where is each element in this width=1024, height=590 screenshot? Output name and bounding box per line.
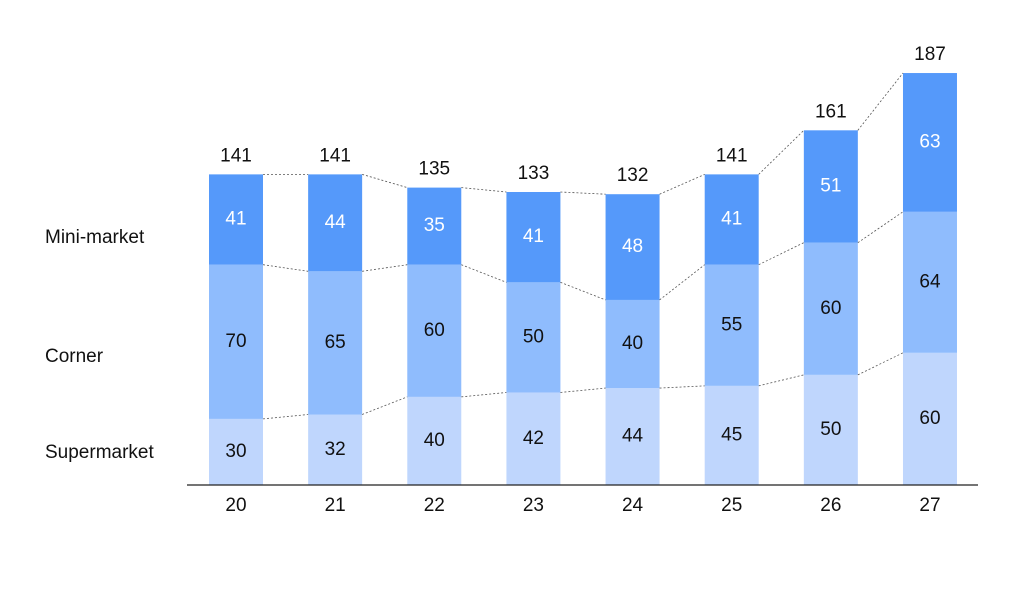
data-label: 30: [225, 441, 246, 462]
data-label: 63: [919, 131, 940, 152]
bar-segment: [506, 392, 561, 485]
bar-segment: [803, 374, 858, 485]
series-label: Corner: [45, 346, 104, 367]
bar-segment: [902, 73, 957, 212]
connector: [758, 242, 805, 266]
data-label: 60: [424, 320, 445, 341]
data-label: 41: [225, 209, 246, 230]
bar-segment: [506, 192, 561, 283]
data-label: 60: [919, 408, 940, 429]
connector: [758, 374, 804, 387]
connector: [362, 264, 408, 272]
bar-segment: [605, 299, 660, 389]
series-label: Supermarket: [45, 442, 154, 463]
data-label: 40: [424, 430, 445, 451]
connector: [262, 264, 309, 272]
x-tick-label: 21: [325, 495, 346, 516]
connector: [758, 130, 805, 175]
bar-segment: [902, 211, 957, 353]
bar-segment: [407, 396, 462, 485]
total-label: 141: [716, 145, 748, 166]
data-label: 60: [820, 298, 841, 319]
x-tick-label: 20: [225, 495, 246, 516]
bar-segment: [704, 264, 759, 386]
data-label: 45: [721, 424, 742, 445]
data-label: 32: [325, 439, 346, 460]
bar-segment: [803, 242, 858, 375]
x-tick-label: 27: [919, 495, 940, 516]
data-label: 51: [820, 176, 841, 197]
connector: [560, 281, 606, 301]
data-label: 50: [523, 326, 544, 347]
x-tick-label: 24: [622, 495, 644, 516]
total-label: 135: [418, 159, 450, 180]
total-label: 132: [617, 165, 649, 186]
x-tick-label: 22: [424, 495, 445, 516]
total-label: 187: [914, 44, 946, 65]
bar-segment: [308, 271, 363, 415]
connector: [659, 174, 705, 195]
data-label: 42: [523, 428, 544, 449]
bar-segment: [308, 414, 363, 485]
data-label: 44: [325, 212, 347, 233]
connector: [659, 264, 705, 301]
x-tick-label: 23: [523, 495, 544, 516]
data-label: 41: [721, 209, 742, 230]
data-label: 50: [820, 419, 841, 440]
connector: [461, 392, 507, 398]
data-label: 35: [424, 215, 445, 236]
data-label: 40: [622, 333, 643, 354]
bar-segment: [209, 174, 263, 265]
bar-segment: [209, 418, 263, 485]
connector: [857, 211, 904, 244]
connector: [262, 414, 309, 420]
bar-segment: [704, 385, 759, 485]
x-tick-label: 26: [820, 495, 841, 516]
data-label: 41: [523, 226, 544, 247]
bar-segment: [308, 174, 363, 272]
total-label: 161: [815, 101, 847, 122]
connector: [857, 352, 904, 376]
connector: [560, 191, 606, 195]
data-label: 48: [622, 236, 643, 257]
bar-segment: [209, 264, 263, 419]
bar-segment: [407, 187, 462, 265]
bar-segment: [605, 194, 660, 300]
series-label: Mini-market: [45, 227, 145, 248]
bar-segment: [506, 282, 561, 393]
connector: [659, 385, 705, 389]
bar-segment: [803, 130, 858, 243]
connector: [857, 72, 904, 131]
bar-segment: [605, 388, 660, 485]
data-label: 55: [721, 314, 742, 335]
connector: [461, 187, 507, 193]
connector: [560, 387, 606, 393]
connector: [461, 264, 507, 283]
data-label: 65: [325, 332, 346, 353]
connector: [362, 173, 408, 188]
total-label: 133: [518, 163, 550, 184]
connector: [361, 396, 408, 415]
bar-segment: [407, 264, 462, 397]
bar-segment: [704, 174, 759, 265]
total-label: 141: [220, 145, 252, 166]
data-label: 70: [225, 331, 246, 352]
bar-segment: [902, 352, 957, 485]
total-label: 141: [319, 145, 351, 166]
x-tick-label: 25: [721, 495, 742, 516]
data-label: 64: [919, 271, 941, 292]
data-label: 44: [622, 426, 644, 447]
